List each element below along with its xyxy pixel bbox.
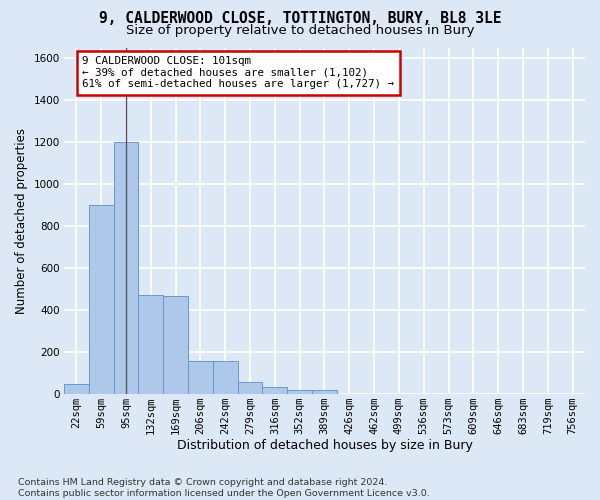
Bar: [64, 384, 89, 394]
Text: Size of property relative to detached houses in Bury: Size of property relative to detached ho…: [126, 24, 474, 37]
Bar: [238, 382, 262, 394]
Bar: [213, 361, 238, 394]
Text: 9 CALDERWOOD CLOSE: 101sqm
← 39% of detached houses are smaller (1,102)
61% of s: 9 CALDERWOOD CLOSE: 101sqm ← 39% of deta…: [82, 56, 394, 90]
Bar: [139, 295, 163, 394]
Text: Contains HM Land Registry data © Crown copyright and database right 2024.
Contai: Contains HM Land Registry data © Crown c…: [18, 478, 430, 498]
Bar: [89, 205, 113, 394]
Bar: [113, 142, 139, 394]
X-axis label: Distribution of detached houses by size in Bury: Distribution of detached houses by size …: [176, 440, 472, 452]
Bar: [188, 361, 213, 394]
Bar: [262, 388, 287, 394]
Bar: [163, 296, 188, 394]
Bar: [287, 390, 312, 394]
Y-axis label: Number of detached properties: Number of detached properties: [15, 128, 28, 314]
Bar: [312, 390, 337, 394]
Text: 9, CALDERWOOD CLOSE, TOTTINGTON, BURY, BL8 3LE: 9, CALDERWOOD CLOSE, TOTTINGTON, BURY, B…: [99, 11, 501, 26]
